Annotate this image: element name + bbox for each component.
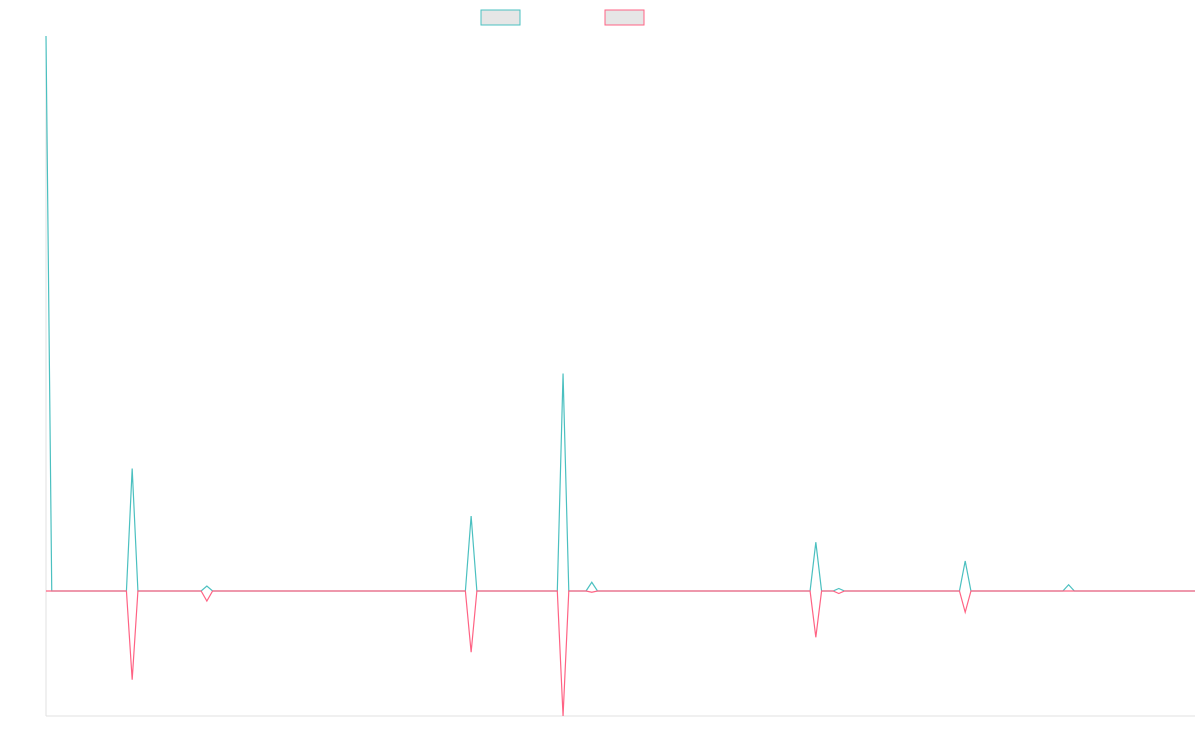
data-line: [45, 35, 1195, 592]
legend-swatch: [604, 9, 645, 26]
legend-swatch: [480, 9, 521, 26]
data-line: [46, 590, 1195, 717]
